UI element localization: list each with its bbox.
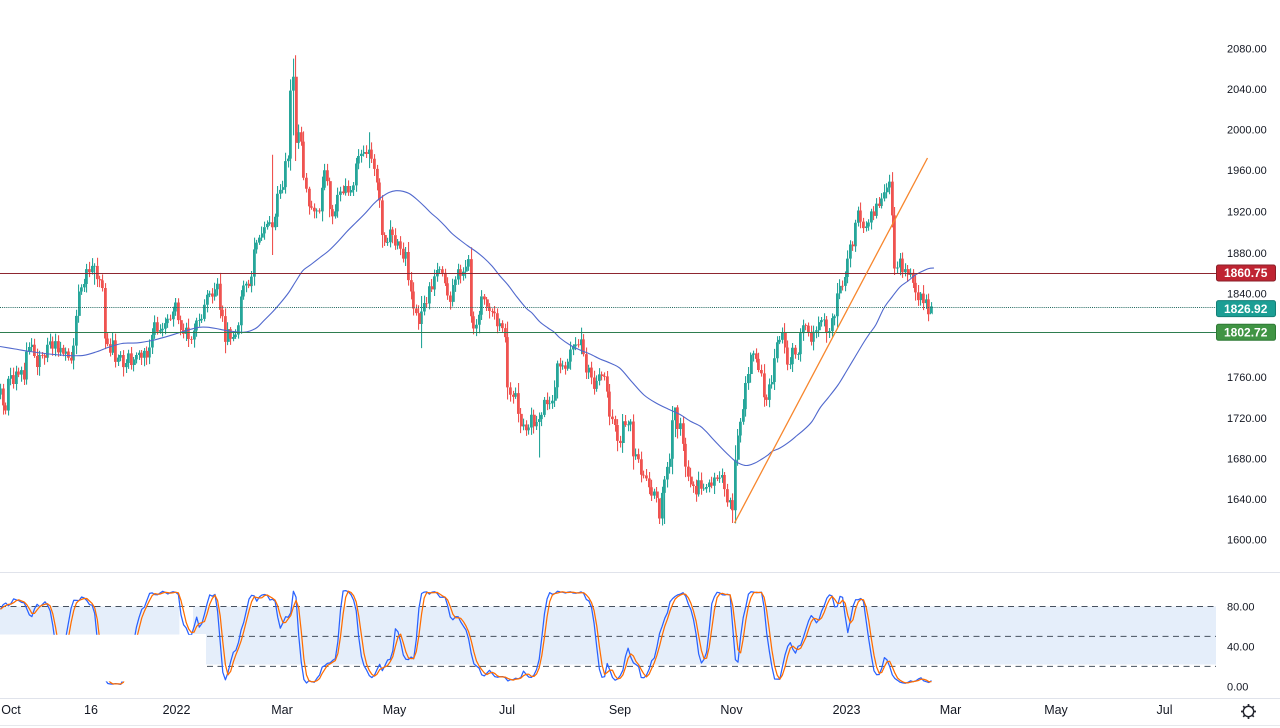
svg-text:Jul: Jul (499, 703, 515, 717)
svg-text:Mar: Mar (940, 703, 962, 717)
svg-text:80.00: 80.00 (1227, 601, 1255, 613)
svg-text:1860.75: 1860.75 (1224, 266, 1268, 280)
svg-text:1960.00: 1960.00 (1227, 165, 1267, 177)
svg-text:1640.00: 1640.00 (1227, 494, 1267, 506)
svg-text:2022: 2022 (163, 703, 191, 717)
svg-text:Sep: Sep (609, 703, 631, 717)
svg-text:2000.00: 2000.00 (1227, 125, 1267, 137)
svg-text:1600.00: 1600.00 (1227, 535, 1267, 547)
svg-text:May: May (1044, 703, 1068, 717)
svg-text:0.00: 0.00 (1227, 681, 1248, 693)
svg-text:1826.92: 1826.92 (1224, 302, 1268, 316)
svg-text:1920.00: 1920.00 (1227, 206, 1267, 218)
svg-text:1680.00: 1680.00 (1227, 454, 1267, 466)
svg-text:Oct: Oct (1, 703, 21, 717)
svg-text:1840.00: 1840.00 (1227, 289, 1267, 301)
svg-text:1760.00: 1760.00 (1227, 372, 1267, 384)
svg-text:Mar: Mar (271, 703, 293, 717)
svg-text:16: 16 (84, 703, 98, 717)
svg-text:40.00: 40.00 (1227, 641, 1255, 653)
svg-text:1880.00: 1880.00 (1227, 248, 1267, 260)
svg-text:Nov: Nov (720, 703, 743, 717)
svg-text:1720.00: 1720.00 (1227, 413, 1267, 425)
svg-text:2023: 2023 (833, 703, 861, 717)
svg-text:May: May (383, 703, 407, 717)
svg-text:2080.00: 2080.00 (1227, 43, 1267, 55)
svg-text:Jul: Jul (1157, 703, 1173, 717)
svg-text:1802.72: 1802.72 (1224, 326, 1268, 340)
svg-text:2040.00: 2040.00 (1227, 84, 1267, 96)
